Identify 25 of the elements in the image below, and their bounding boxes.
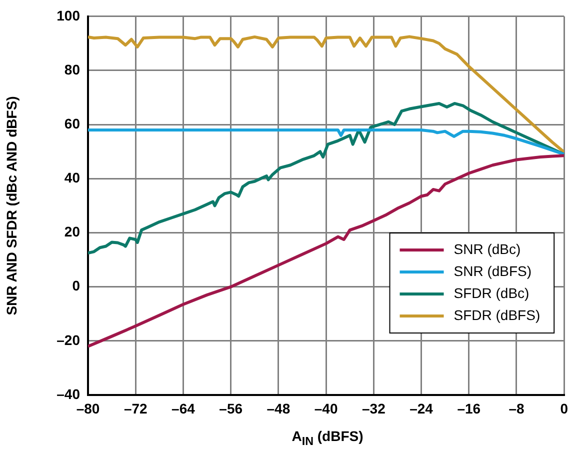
x-tick-label: –48 [266,400,290,416]
x-tick-label: –40 [314,400,338,416]
x-axis-title: A$_{IN}$ (dBFS) [290,428,364,448]
x-tick-label: –16 [457,400,481,416]
x-tick-label: –24 [410,400,434,416]
x-tick-label: –32 [362,400,386,416]
y-tick-label: 40 [64,170,80,186]
x-tick-label: –80 [76,400,100,416]
y-axis-title: SNR AND SFDR (dBc AND dBFS) [3,96,20,316]
y-tick-label: 60 [64,115,80,132]
x-tick-label: –56 [219,400,243,416]
x-tick-label: –72 [124,400,148,416]
x-tick-label: –64 [172,400,196,416]
y-tick-label: 80 [64,61,80,78]
y-tick-label: –20 [56,332,80,348]
x-tick-label: 0 [560,400,568,416]
y-tick-label: 20 [64,224,80,240]
legend-label: SNR (dBc) [454,240,521,257]
y-tick-label: 100 [56,7,80,24]
x-tick-label: –8 [508,400,524,416]
legend-label: SFDR (dBc) [454,284,530,301]
legend-label: SNR (dBFS) [454,262,532,279]
legend-label: SFDR (dBFS) [454,306,540,323]
y-tick-label: 0 [72,278,80,294]
y-tick-label: –40 [56,386,80,402]
